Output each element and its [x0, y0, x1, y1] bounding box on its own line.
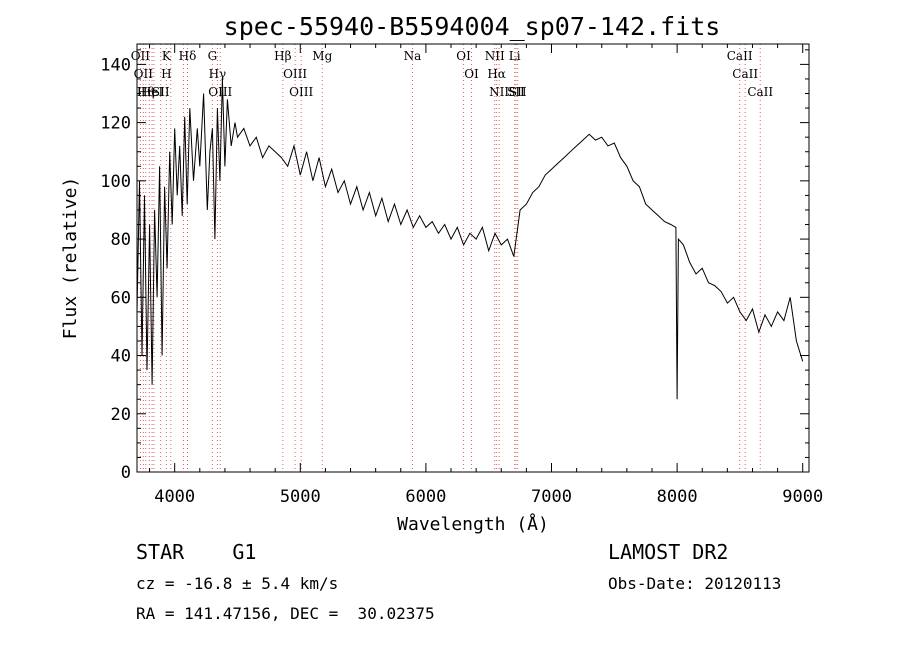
line-marker-label: SII [152, 85, 170, 99]
line-marker-label: Hγ [209, 67, 227, 81]
line-marker-label: OIII [208, 85, 232, 99]
x-axis-label: Wavelength (Å) [397, 513, 549, 535]
line-marker-label: OII [131, 49, 151, 63]
y-tick-label: 40 [111, 347, 131, 367]
line-marker-label: HeI [141, 85, 164, 99]
redshift-text: cz = -16.8 ± 5.4 km/s [136, 574, 339, 593]
chart-title: spec-55940-B5594004_sp07-142.fits [224, 12, 721, 41]
line-marker-label: OIII [289, 85, 313, 99]
line-marker-label: OII [134, 67, 154, 81]
survey-name: LAMOST DR2 [608, 540, 729, 564]
y-tick-label: 100 [100, 172, 131, 192]
line-marker-label: Hδ [179, 49, 197, 63]
line-marker-label: Mg [312, 49, 332, 63]
x-tick-label: 4000 [154, 487, 195, 507]
y-axis-label: Flux (relative) [60, 177, 81, 340]
object-type: STAR G1 [136, 540, 257, 564]
x-axis-ticks: 4000 5000 6000 7000 8000 9000 [149, 44, 823, 507]
x-tick-label: 7000 [531, 487, 572, 507]
y-tick-label: 140 [100, 55, 131, 75]
line-marker-label: NII [489, 85, 509, 99]
line-marker-label: Na [404, 49, 422, 63]
line-marker-label: OI [456, 49, 471, 63]
coordinates: RA = 141.47156, DEC = 30.02375 [136, 604, 435, 623]
line-marker-label: Hη [137, 85, 155, 99]
y-tick-label: 0 [121, 463, 131, 483]
line-marker-label: Hβ [274, 49, 291, 63]
y-tick-label: 60 [111, 288, 131, 308]
line-marker-label: Li [509, 49, 521, 63]
y-tick-label: 80 [111, 230, 131, 250]
line-marker-label: Hα [487, 67, 506, 81]
line-marker-label: CaII [747, 85, 773, 99]
spectral-line-markers [139, 44, 761, 472]
line-marker-label: SII [509, 85, 527, 99]
line-marker-label: CaII [727, 49, 753, 63]
y-axis-ticks: 0 20 40 60 80 100 120 140 [100, 49, 809, 483]
x-tick-label: 5000 [280, 487, 321, 507]
line-marker-label: OI [464, 67, 479, 81]
line-marker-label: Hθ [137, 85, 155, 99]
line-marker-label: NII [485, 49, 505, 63]
obs-date: Obs-Date: 20120113 [608, 574, 782, 593]
plot-frame [136, 43, 810, 473]
line-marker-label: H [161, 67, 171, 81]
flux-series-line [136, 78, 804, 400]
line-marker-label: SII [507, 85, 525, 99]
y-tick-label: 20 [111, 405, 131, 425]
y-tick-label: 120 [100, 114, 131, 134]
x-tick-label: 8000 [657, 487, 698, 507]
x-tick-label: 6000 [405, 487, 446, 507]
line-marker-label: G [208, 49, 218, 63]
line-marker-label: K [162, 49, 172, 63]
x-tick-label: 9000 [782, 487, 823, 507]
line-marker-label: OIII [283, 67, 307, 81]
line-marker-label: CaII [732, 67, 758, 81]
